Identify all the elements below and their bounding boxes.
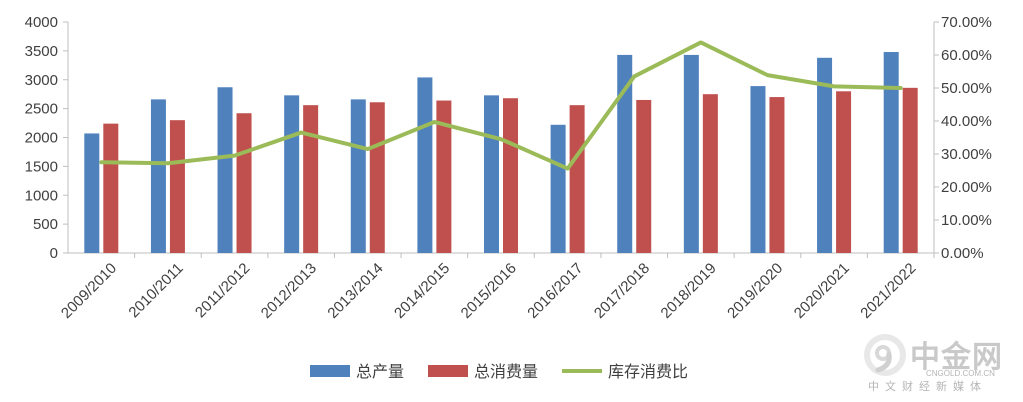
legend-swatch [428, 365, 468, 377]
bar [550, 124, 566, 253]
x-tick-label: 2010/2011 [125, 260, 186, 321]
ratio-line [99, 40, 903, 171]
y2-tick-label: 50.00% [941, 80, 992, 97]
bar [836, 91, 852, 253]
x-tick-label: 2019/2020 [724, 260, 786, 322]
y-tick-label: 2500 [25, 101, 58, 118]
y-tick-label: 3500 [25, 43, 58, 60]
bar [902, 87, 918, 254]
watermark-tagline: 中文财经新媒体 [868, 380, 987, 393]
x-tick-label: 2011/2012 [192, 260, 253, 321]
x-tick-label: 2016/2017 [524, 260, 586, 322]
bar [617, 54, 633, 254]
bar [369, 102, 385, 254]
legend-swatch [310, 365, 350, 377]
bar [303, 105, 319, 253]
cngold-logo-icon [864, 334, 906, 376]
x-tick-label: 2021/2022 [857, 260, 919, 322]
y-tick-label: 1000 [25, 187, 58, 204]
bar [769, 97, 785, 253]
bar [150, 99, 166, 253]
x-tick-label: 2020/2021 [791, 260, 853, 322]
bar [569, 105, 585, 253]
x-tick-label: 2013/2014 [324, 260, 386, 322]
y-tick-label: 3000 [25, 72, 58, 89]
bar [436, 100, 452, 253]
bar [103, 123, 119, 253]
y2-tick-label: 30.00% [941, 146, 992, 163]
bar [817, 57, 833, 254]
y2-tick-label: 40.00% [941, 113, 992, 130]
bar [236, 113, 252, 254]
legend-item: 总产量 [310, 362, 404, 381]
cngold-logo: 中金网 CNGOLD.COM.CN 中文财经新媒体 [858, 330, 1018, 398]
legend-label: 总消费量 [474, 362, 538, 381]
bar [284, 95, 300, 253]
y2-tick-label: 20.00% [941, 179, 992, 196]
watermark-url: CNGOLD.COM.CN [926, 369, 995, 378]
bar [350, 99, 366, 253]
watermark-name: 中金网 [910, 340, 1003, 375]
x-tick-label: 2012/2013 [258, 260, 320, 322]
bar [484, 95, 499, 253]
bar [883, 52, 899, 253]
y-tick-label: 2000 [25, 130, 58, 147]
y-tick-label: 500 [33, 216, 58, 233]
axes [63, 21, 939, 258]
y-tick-label: 4000 [25, 14, 58, 31]
bar [169, 120, 185, 253]
bar [417, 77, 433, 253]
x-tick-label: 2017/2018 [591, 260, 653, 322]
bar [636, 99, 652, 254]
y2-tick-label: 0.00% [941, 245, 984, 262]
x-tick-label: 2018/2019 [658, 260, 720, 322]
y-tick-label: 0 [50, 245, 58, 262]
bars [84, 52, 918, 254]
legend-item: 总消费量 [428, 362, 538, 381]
y-tick-label: 1500 [25, 158, 58, 175]
bar [84, 133, 100, 253]
legend-label: 总产量 [356, 362, 404, 381]
legend: 总产量 总消费量 库存消费比 [310, 362, 688, 381]
x-tick-label: 2009/2010 [58, 260, 120, 322]
x-tick-label: 2015/2016 [458, 260, 520, 322]
x-tick-label: 2014/2015 [391, 260, 453, 322]
bar [217, 87, 233, 253]
bar [750, 86, 766, 253]
y2-tick-label: 70.00% [941, 14, 992, 31]
legend-label: 库存消费比 [608, 362, 688, 381]
bar [503, 98, 518, 253]
series-line [99, 40, 903, 171]
bar [683, 54, 699, 254]
legend-item: 库存消费比 [562, 362, 688, 381]
y2-tick-label: 60.00% [941, 47, 992, 64]
bar [702, 94, 718, 253]
y2-tick-label: 10.00% [941, 212, 992, 229]
